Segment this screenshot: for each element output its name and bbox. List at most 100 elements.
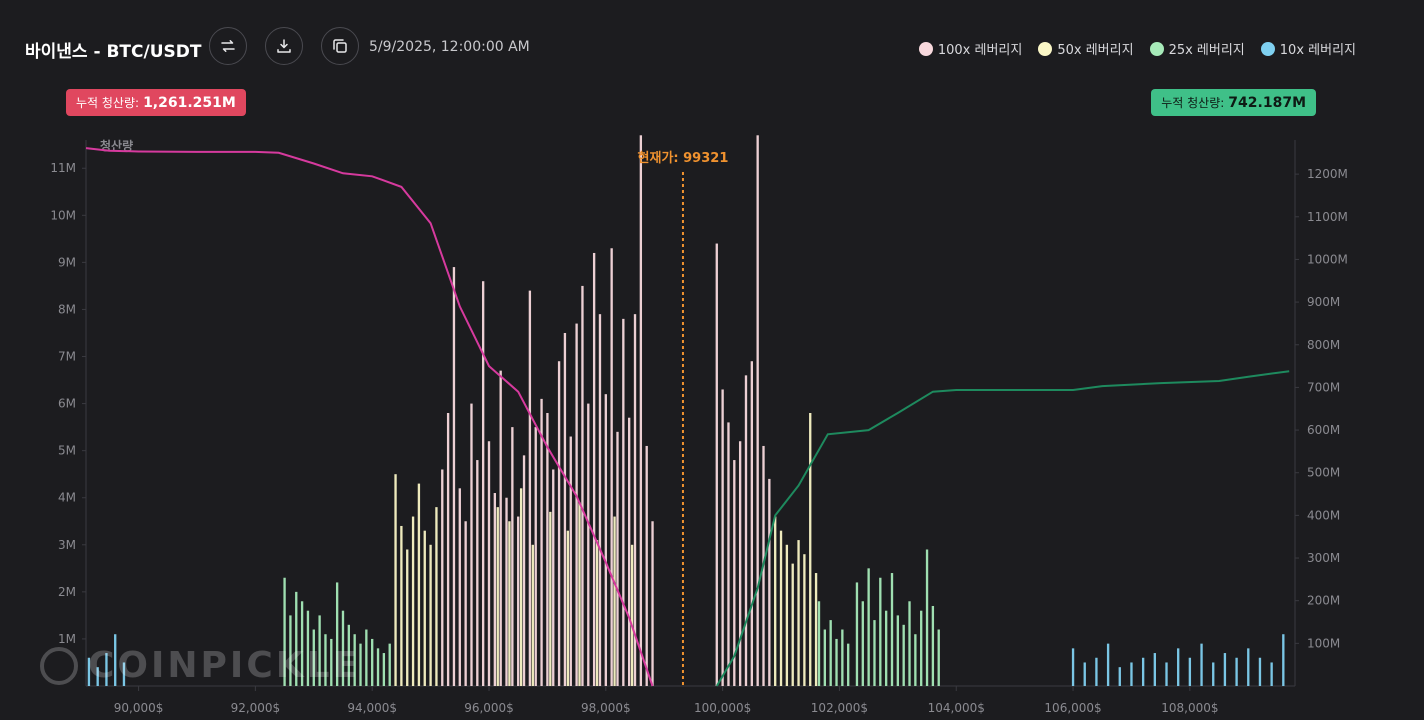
liquidation-bar [335,582,339,686]
liquidation-bar [441,469,444,686]
y-left-tick-label: 2M [58,585,76,599]
x-tick-label: 102,000$ [811,701,868,715]
liquidation-bar [733,460,736,686]
legend-item-25x[interactable]: 25x 레버리지 [1149,39,1245,58]
liquidation-bar [1118,667,1121,686]
left-cumulative-badge: 누적 청산량: 1,261.251M [66,89,246,116]
y-right-tick-label: 400M [1307,508,1340,522]
left-cumulative-value: 1,261.251M [143,94,236,111]
legend-item-50x[interactable]: 50x 레버리지 [1038,39,1134,58]
legend-item-10x[interactable]: 10x 레버리지 [1260,39,1356,58]
y-left-tick-label: 3M [58,538,76,552]
liquidation-bar [347,624,350,686]
y-right-tick-label: 500M [1307,466,1340,480]
liquidation-bar [353,634,356,686]
liquidation-bar [552,469,555,686]
liquidation-bar [768,478,771,686]
y-right-tick-label: 1200M [1307,167,1348,181]
liquidation-bar [610,248,613,687]
y-right-tick-label: 900M [1307,295,1340,309]
liquidation-bar [458,488,461,686]
y-right-tick-label: 1000M [1307,252,1348,266]
right-cumulative-value: 742.187M [1228,94,1306,111]
copy-icon [333,39,347,53]
liquidation-bar [1188,657,1192,686]
y-left-tick-label: 11M [50,161,76,175]
liquidation-bar [300,601,304,686]
left-cumulative-label: 누적 청산량: [76,96,140,110]
liquidation-bar [630,544,634,686]
liquidation-bar [896,615,900,686]
liquidation-bar [96,667,99,686]
liquidation-bar [1095,657,1098,686]
copy-button[interactable] [321,27,359,65]
liquidation-bar [817,601,821,686]
current-price-label: 현재가: 99321 [638,150,729,166]
y-axis-label: 청산량 [100,138,133,153]
liquidation-bar [505,497,508,686]
liquidation-bar [645,445,648,686]
liquidation-bar [496,507,499,686]
liquidation-bar [578,502,581,686]
liquidation-bar [566,530,570,686]
legend-item-100x[interactable]: 100x 레버리지 [918,39,1023,58]
liquidation-bar [394,474,397,686]
legend-label-50x: 50x 레버리지 [1057,43,1134,58]
y-left-tick-label: 1M [58,632,76,646]
liquidation-bar [756,135,759,687]
right-cumulative-line [715,370,1290,687]
swap-button[interactable] [209,27,247,65]
x-tick-label: 92,000$ [231,701,281,715]
liquidation-bar [359,643,362,686]
liquidation-bar [470,403,473,686]
liquidation-bar [1071,648,1075,686]
liquidation-bar [87,657,91,686]
liquidation-bar [487,441,491,686]
liquidation-bar [400,525,403,686]
liquidation-bar [435,507,438,686]
liquidation-bar [797,540,800,686]
legend-label-10x: 10x 레버리지 [1279,43,1356,58]
chart-title: 바이낸스 - BTC/USDT [25,42,202,62]
y-left-tick-label: 4M [58,491,76,505]
liquidation-bar [1177,648,1180,686]
liquidation-bar [925,549,929,686]
liquidation-bar [823,629,827,686]
y-left-tick-label: 5M [58,444,76,458]
left-cumulative-line [85,147,654,687]
liquidation-bar [908,601,911,686]
chart-header: 바이낸스 - BTC/USDT 5/9/2025, 12:00:00 AM 10… [0,0,1424,95]
liquidation-bar [914,634,917,686]
liquidation-bar [306,610,310,686]
liquidation-bar [628,417,631,686]
liquidation-bar [557,361,561,686]
liquidation-bar [829,620,832,686]
liquidation-bar [873,620,876,686]
y-left-tick-label: 10M [50,208,76,222]
liquidation-bar [890,573,894,686]
y-right-tick-label: 200M [1307,594,1340,608]
liquidation-bar [855,582,859,686]
liquidation-bar [371,638,374,686]
chart-legend: 100x 레버리지 50x 레버리지 25x 레버리지 10x 레버리지 [918,39,1356,58]
liquidation-bar [324,634,327,686]
liquidation-bar [114,634,117,686]
liquidation-bar [1223,653,1227,686]
liquidation-bar [785,544,789,686]
legend-swatch-50x [1038,41,1053,56]
liquidation-bar [809,413,812,686]
download-button[interactable] [265,27,303,65]
liquidation-bar [318,615,321,686]
liquidation-bar [365,629,368,686]
liquidation-bar [867,568,870,686]
liquidation-bar [376,648,380,686]
liquidation-bar [744,375,748,686]
legend-label-100x: 100x 레버리지 [937,43,1023,58]
liquidation-bar [841,629,844,686]
liquidation-bar [1165,662,1168,686]
liquidation-bar [633,314,637,686]
legend-swatch-10x [1260,41,1275,56]
liquidation-bar [779,530,783,686]
y-left-tick-label: 7M [58,350,76,364]
